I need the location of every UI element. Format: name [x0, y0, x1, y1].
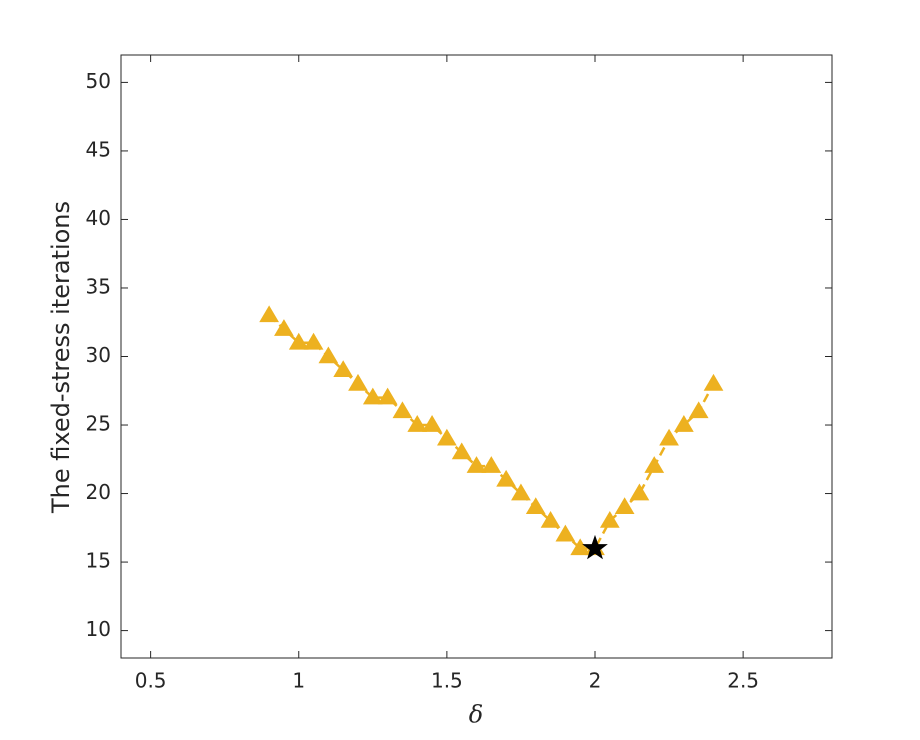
y-tick-label: 30: [86, 343, 111, 367]
triangle-marker: [392, 401, 413, 419]
triangle-marker: [288, 332, 309, 350]
triangle-marker: [688, 401, 709, 419]
triangle-marker: [570, 538, 591, 556]
triangle-marker: [629, 483, 650, 501]
y-tick-label: 50: [86, 69, 111, 93]
y-tick-label: 25: [86, 412, 111, 436]
triangle-marker: [644, 456, 665, 473]
triangle-marker: [333, 360, 354, 378]
triangle-marker: [481, 456, 502, 473]
x-tick-label: 0.5: [135, 669, 167, 693]
triangle-marker: [437, 428, 457, 446]
triangle-marker: [362, 387, 383, 405]
triangle-marker: [466, 456, 487, 473]
triangle-marker: [274, 319, 294, 336]
star-marker: [582, 534, 608, 560]
triangle-marker: [451, 442, 472, 460]
y-tick-label: 35: [86, 274, 111, 298]
triangle-marker: [318, 346, 339, 364]
triangle-marker: [348, 373, 368, 391]
y-axis-label: The fixed-stress iterations: [47, 201, 75, 514]
triangle-marker: [599, 510, 620, 528]
y-tick-label: 10: [86, 617, 111, 641]
triangle-marker: [614, 497, 635, 515]
triangle-marker: [303, 332, 324, 350]
triangle-marker: [674, 415, 694, 432]
x-tick-label: 1.5: [431, 669, 463, 693]
x-tick-label: 2: [589, 669, 602, 693]
triangle-marker: [422, 415, 442, 432]
plot-frame: [120, 54, 833, 659]
x-axis-label: δ: [469, 701, 483, 729]
triangle-marker: [407, 415, 428, 432]
triangle-marker: [511, 483, 531, 501]
triangle-marker: [659, 428, 679, 446]
y-tick-label: 45: [86, 137, 111, 161]
x-tick-label: 2.5: [727, 669, 759, 693]
y-tick-label: 20: [86, 480, 111, 504]
triangle-marker: [555, 524, 576, 542]
triangle-marker: [703, 373, 724, 391]
triangle-marker: [525, 497, 546, 515]
triangle-marker: [377, 387, 398, 405]
triangle-marker: [540, 510, 561, 528]
y-tick-label: 40: [86, 206, 111, 230]
triangle-marker: [496, 469, 516, 487]
y-tick-label: 15: [86, 549, 111, 573]
triangle-marker: [259, 305, 279, 323]
x-tick-label: 1: [292, 669, 305, 693]
